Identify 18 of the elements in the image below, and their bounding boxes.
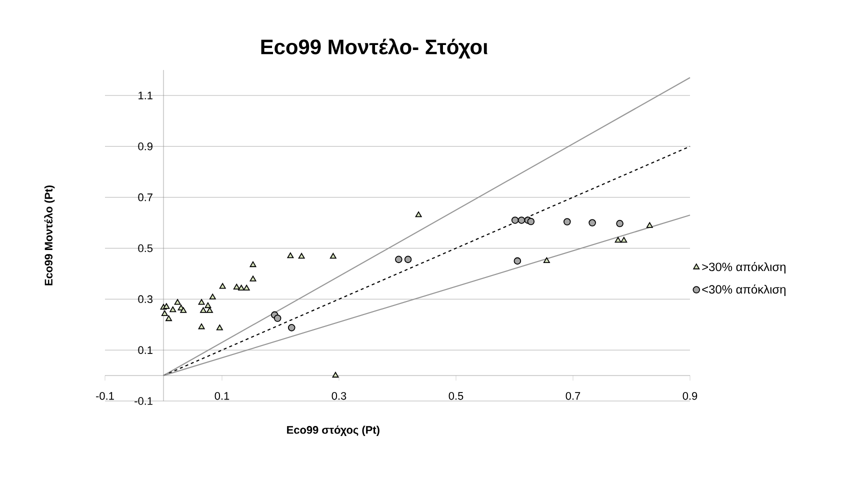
legend-label: <30% απόκλιση [702,284,786,296]
x-tick-label: 0.5 [448,392,464,400]
y-tick-label: -0.1 [134,397,152,405]
y-tick-label: 0.3 [138,295,152,304]
y-tick-label: 1.1 [138,92,152,100]
y-axis-title: Eco99 Μοντέλο (Pt) [44,186,55,286]
y-tick-label: 0.7 [138,193,152,202]
x-axis-title: Eco99 στόχος (Pt) [287,426,380,436]
chart-title: Eco99 Μοντέλο- Στόχοι [261,38,488,58]
y-tick-label: 0.9 [138,142,152,150]
y-tick-label: 0.1 [138,346,152,354]
x-tick-label: -0.1 [96,392,114,400]
x-tick-label: 0.3 [332,392,346,400]
x-tick-label: 0.7 [566,392,580,400]
x-tick-label: 0.9 [682,392,698,400]
x-tick-label: 0.1 [214,392,230,400]
y-tick-label: 0.5 [138,244,153,252]
legend-label: >30% απόκλιση [702,262,786,274]
